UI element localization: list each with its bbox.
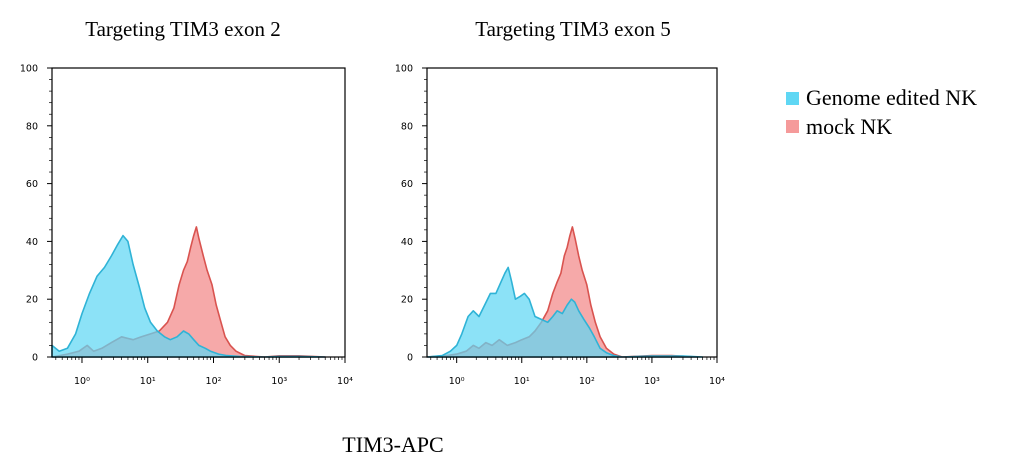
series-area-genome-edited-nk <box>426 266 704 358</box>
y-tick-label: 20 <box>26 295 38 306</box>
y-tick-label: 60 <box>26 179 38 190</box>
y-tick-label: 0 <box>407 353 413 364</box>
x-tick-label: 10³ <box>271 376 287 387</box>
histogram-panel-exon2: Targeting TIM3 exon 2 0 20 40 60 80 100 10⁰ 10¹… <box>20 17 353 387</box>
y-tick-label: 0 <box>32 353 38 364</box>
y-tick-label: 80 <box>26 121 38 132</box>
x-tick-label: 10⁴ <box>709 376 725 387</box>
series-area-genome-edited-nk <box>51 234 326 358</box>
x-tick-label: 10⁰ <box>74 376 90 387</box>
legend-label-mock: mock NK <box>806 114 892 139</box>
histogram-panel-exon5: Targeting TIM3 exon 5 0 20 40 60 80 100 10⁰ 10¹… <box>395 17 725 387</box>
x-tick-label: 10² <box>579 376 595 387</box>
legend-label-genome-edited: Genome edited NK <box>806 85 977 110</box>
x-tick-label: 10⁴ <box>337 376 353 387</box>
legend-swatch-mock <box>786 120 799 133</box>
y-tick-label: 40 <box>26 237 38 248</box>
plot-frame <box>426 67 718 358</box>
legend: Genome edited NK mock NK <box>786 85 977 139</box>
panel-title: Targeting TIM3 exon 5 <box>475 17 670 41</box>
x-axis-label: TIM3-APC <box>342 432 443 457</box>
plot-frame <box>51 67 346 358</box>
x-tick-label: 10⁰ <box>449 376 465 387</box>
x-tick-label: 10³ <box>644 376 660 387</box>
y-tick-label: 100 <box>395 64 413 75</box>
y-tick-label: 40 <box>401 237 413 248</box>
x-tick-label: 10¹ <box>140 376 156 387</box>
x-tick-label: 10² <box>206 376 222 387</box>
legend-swatch-genome-edited <box>786 92 799 105</box>
plot-area: 0 20 40 60 80 100 10⁰ 10¹ 10² 10³ 10⁴ <box>20 64 353 388</box>
y-tick-label: 20 <box>401 295 413 306</box>
y-tick-label: 100 <box>20 64 38 75</box>
plot-area: 0 20 40 60 80 100 10⁰ 10¹ 10² 10³ 10⁴ <box>395 64 725 388</box>
x-tick-label: 10¹ <box>514 376 530 387</box>
y-tick-label: 60 <box>401 179 413 190</box>
panel-title: Targeting TIM3 exon 2 <box>85 17 280 41</box>
y-tick-label: 80 <box>401 121 413 132</box>
